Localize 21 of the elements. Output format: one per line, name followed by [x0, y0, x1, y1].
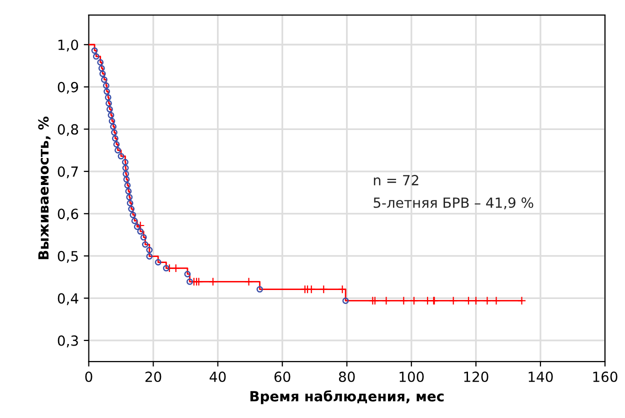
x-tick-label: 20	[145, 372, 162, 382]
y-tick-label: 0,5	[58, 250, 78, 263]
x-tick-label: 0	[85, 372, 92, 382]
annotation: n = 72	[374, 174, 418, 186]
x-axis-title: Время наблюдения, мес	[250, 390, 444, 404]
x-tick-label: 160	[593, 372, 618, 382]
y-tick-label: 0,4	[58, 293, 78, 306]
x-tick-label: 60	[274, 372, 290, 382]
y-axis-title: Выживаемость, %	[38, 116, 50, 260]
x-tick-label: 80	[338, 372, 355, 382]
x-tick-label: 140	[528, 372, 553, 382]
y-tick-label: 1,0	[58, 40, 78, 52]
y-tick-label: 0,8	[58, 124, 78, 136]
x-tick-label: 100	[400, 372, 424, 382]
y-tick-label: 0,9	[58, 82, 78, 94]
y-tick-label: 0,3	[58, 335, 78, 348]
x-tick-label: 120	[464, 372, 488, 382]
y-tick-label: 0,7	[58, 166, 78, 178]
y-tick-label: 0,6	[58, 208, 78, 221]
annotation: 5-летняя БРВ – 41,9 %	[374, 197, 534, 210]
x-tick-label: 40	[210, 372, 226, 382]
